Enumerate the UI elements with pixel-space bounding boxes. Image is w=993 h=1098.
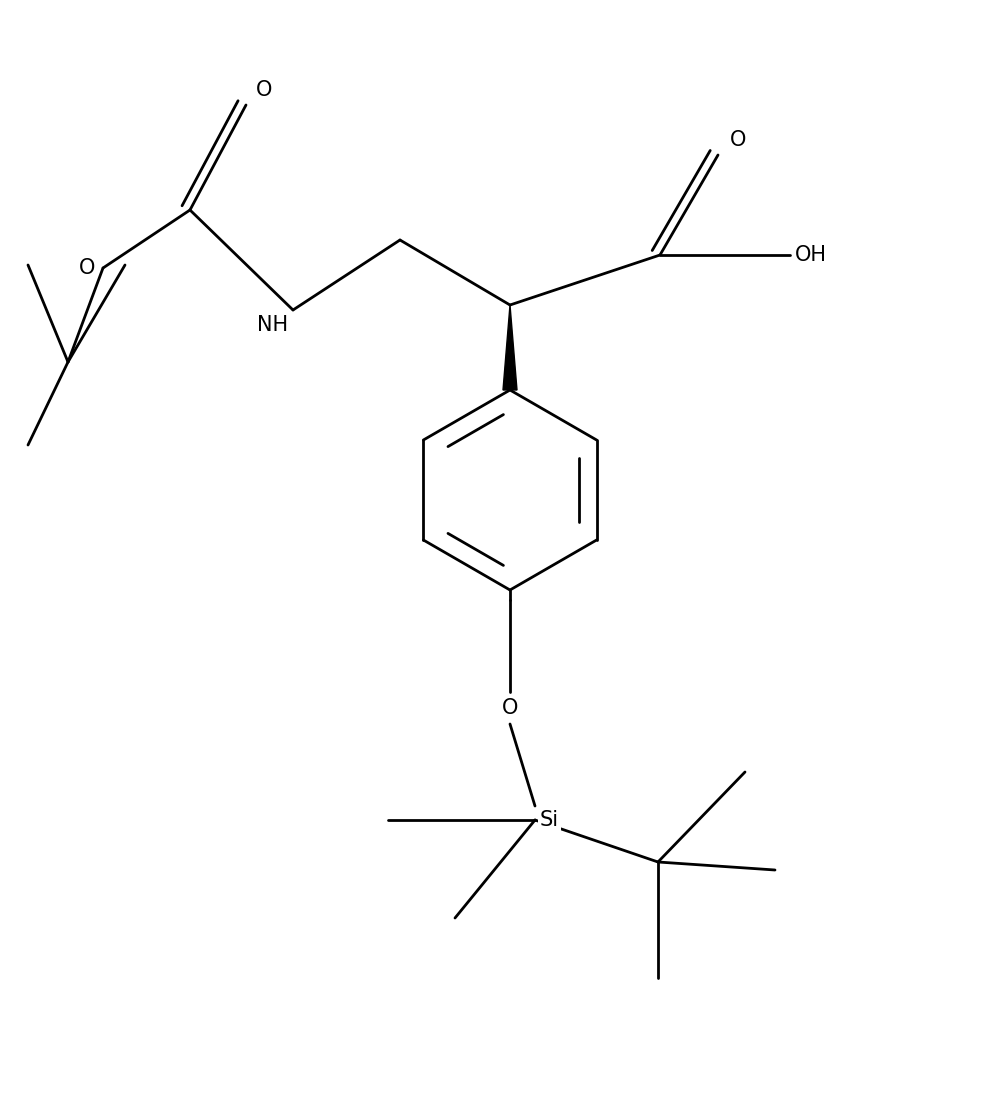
Text: O: O bbox=[78, 258, 95, 278]
Text: NH: NH bbox=[257, 315, 288, 335]
Text: O: O bbox=[730, 130, 747, 150]
Text: O: O bbox=[501, 698, 518, 718]
Text: Si: Si bbox=[540, 810, 559, 830]
Text: O: O bbox=[256, 80, 272, 100]
Text: OH: OH bbox=[795, 245, 827, 265]
Polygon shape bbox=[503, 305, 517, 390]
